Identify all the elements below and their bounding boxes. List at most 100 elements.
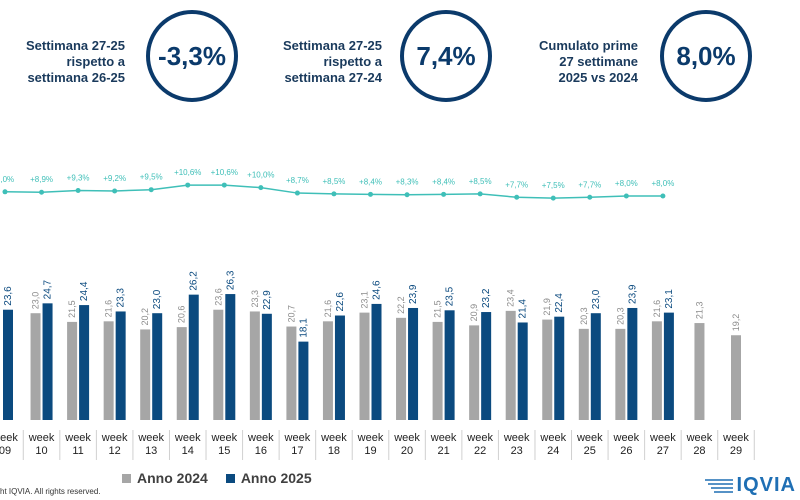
bar-anno-2025 [298,341,309,420]
bar-anno-2024 [140,329,151,420]
x-tick-label: week [0,432,18,444]
data-label-anno-2024: 22,2 [396,296,406,314]
bar-anno-2025 [663,312,674,420]
x-tick-label: week [210,432,237,444]
kpi-label-3-line-3: 2025 vs 2024 [558,70,638,85]
kpi-label-1-line-2: rispetto a [66,54,125,69]
growth-point [148,187,154,193]
x-tick-label: 15 [218,445,230,457]
kpi-label-2-line-3: settimana 27-24 [284,70,382,85]
kpi-value-2: 7,4% [400,10,492,102]
x-tick-label: 09 [0,445,11,457]
bar-anno-2025 [115,311,126,420]
x-tick-label: week [137,432,164,444]
growth-label: +8,9% [30,175,53,184]
x-tick-label: 21 [437,445,449,457]
growth-label: +9,3% [67,174,90,183]
data-label-anno-2025: 23,9 [627,284,638,304]
growth-point [404,192,410,198]
legend-swatch-2024 [122,473,131,483]
bar-anno-2024 [731,335,741,420]
growth-point [112,188,118,194]
data-label-anno-2025: 23,5 [445,286,456,306]
bar-anno-2025 [627,307,638,420]
bar-anno-2024 [176,327,187,420]
x-tick-label: week [393,432,420,444]
x-tick-label: week [576,432,603,444]
bar-anno-2024 [249,311,260,420]
data-label-anno-2024: 20,2 [140,308,150,326]
data-label-anno-2025: 23,3 [116,288,127,308]
x-tick-label: week [613,432,640,444]
kpi-label-3-line-1: Cumulato prime [539,38,638,53]
growth-point [660,193,666,199]
data-label-anno-2024: 21,3 [694,302,704,320]
growth-point [39,189,45,195]
x-tick-label: week [466,432,493,444]
kpi-label-1-line-3: settimana 26-25 [27,70,125,85]
growth-point [2,189,8,195]
bar-anno-2024 [432,321,443,420]
kpi-label-1-line-1: Settimana 27-25 [26,38,125,53]
growth-label: +7,7% [505,180,528,189]
x-tick-label: 20 [401,445,413,457]
data-label-anno-2024: 21,6 [652,300,662,318]
legend-swatch-2025 [225,473,235,483]
x-tick-label: week [320,432,347,444]
data-label-anno-2024: 19,2 [731,314,741,332]
growth-point [514,194,520,200]
growth-point [623,193,629,199]
growth-point [331,191,337,197]
data-label-anno-2024: 21,5 [67,300,77,318]
data-label-anno-2025: 23,1 [664,289,675,309]
data-label-anno-2025: 23,0 [591,289,602,309]
growth-point [221,182,227,188]
bar-anno-2025 [79,305,90,420]
kpi-value-3: 8,0% [660,10,752,102]
x-tick-label: week [539,432,566,444]
growth-label: +9,2% [103,174,126,183]
bar-anno-2025 [3,309,13,420]
bar-anno-2025 [590,313,601,420]
x-tick-label: week [722,432,749,444]
data-label-anno-2024: 20,7 [286,305,296,323]
bar-anno-2025 [444,310,455,420]
x-tick-label: 11 [72,445,83,457]
data-label-anno-2025: 24,4 [79,281,90,301]
data-label-anno-2024: 23,0 [31,292,41,310]
legend-item-2024: Anno 2024 [122,470,208,486]
x-tick-label: 12 [109,445,121,457]
bar-anno-2024 [103,321,114,420]
bar-anno-2024 [615,328,626,420]
x-tick-label: week [174,432,201,444]
growth-label: +8,3% [396,178,419,187]
data-label-anno-2024: 21,6 [323,300,333,318]
data-label-anno-2024: 23,3 [250,290,260,308]
bar-anno-2024 [694,323,705,420]
x-tick-label: 13 [145,445,157,457]
bar-anno-2024 [67,321,78,420]
iqvia-logo-text: IQVIA [736,474,796,496]
kpi-value-1: -3,3% [146,10,238,102]
x-tick-label: week [686,432,713,444]
bar-anno-2025 [42,303,53,420]
bar-anno-2024 [578,328,589,420]
bar-anno-2024 [542,319,553,420]
data-label-anno-2024: 23,6 [213,288,223,306]
bar-anno-2024 [505,310,516,420]
x-tick-label: 24 [547,445,559,457]
data-label-anno-2024: 20,9 [469,304,479,322]
bar-anno-2025 [408,307,419,420]
growth-point [368,191,373,197]
bar-anno-2025 [334,315,345,420]
data-label-anno-2024: 23,4 [506,289,516,307]
growth-label: +7,5% [542,181,565,190]
x-tick-label: 16 [255,445,267,457]
data-label-anno-2024: 20,3 [579,307,589,325]
growth-label: +8,4% [432,177,455,186]
x-tick-label: week [247,432,274,444]
data-label-anno-2025: 22,9 [262,290,273,310]
bar-anno-2025 [225,294,236,420]
data-label-anno-2024: 21,6 [104,300,114,318]
data-label-anno-2025: 23,0 [152,289,163,309]
